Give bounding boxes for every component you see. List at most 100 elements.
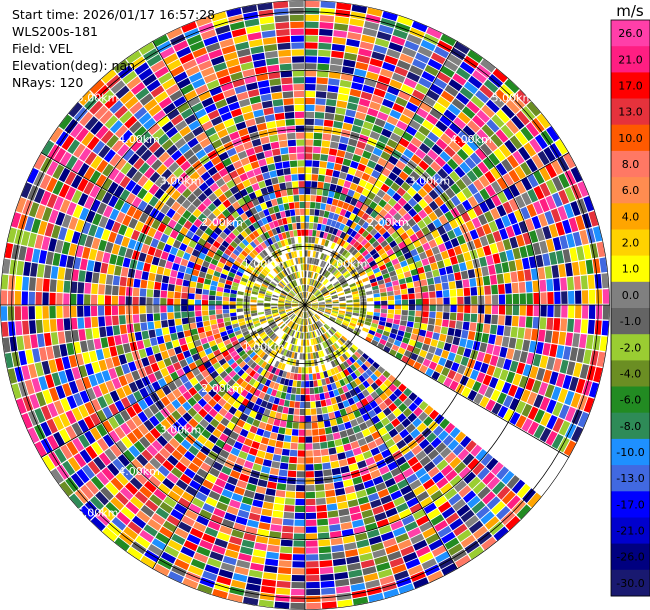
velocity-cell — [309, 295, 315, 301]
velocity-cell — [484, 171, 496, 184]
velocity-cell — [337, 275, 344, 281]
velocity-cell — [267, 237, 274, 245]
velocity-cell — [126, 166, 138, 179]
velocity-cell — [229, 154, 240, 163]
velocity-cell — [342, 535, 356, 544]
velocity-cell — [334, 438, 343, 447]
velocity-cell — [315, 491, 326, 498]
velocity-cell — [426, 484, 439, 496]
velocity-cell — [408, 305, 416, 311]
velocity-cell — [313, 146, 321, 154]
velocity-cell — [299, 422, 305, 429]
velocity-cell — [261, 385, 269, 393]
velocity-cell — [216, 501, 228, 512]
velocity-cell — [566, 361, 576, 376]
velocity-cell — [330, 57, 343, 66]
velocity-cell — [343, 233, 350, 241]
velocity-cell — [450, 237, 460, 248]
colorbar-tick-label: 6.0 — [622, 184, 640, 197]
velocity-cell — [167, 348, 176, 357]
velocity-cell — [493, 148, 506, 162]
velocity-cell — [285, 491, 296, 498]
velocity-cell — [70, 123, 84, 138]
velocity-cell — [364, 166, 374, 175]
velocity-cell — [339, 337, 346, 344]
velocity-cell — [305, 303, 311, 305]
velocity-cell — [409, 503, 423, 514]
velocity-cell — [423, 405, 434, 416]
velocity-cell — [279, 225, 285, 233]
velocity-cell — [119, 175, 131, 188]
velocity-cell — [126, 205, 137, 217]
velocity-cell — [447, 273, 455, 282]
velocity-cell — [482, 157, 495, 170]
velocity-cell — [344, 315, 352, 320]
velocity-cell — [280, 211, 286, 218]
velocity-cell — [346, 227, 354, 235]
velocity-cell — [37, 333, 45, 348]
velocity-cell — [319, 553, 332, 561]
velocity-cell — [431, 545, 447, 557]
velocity-cell — [282, 196, 289, 204]
velocity-cell — [49, 319, 57, 332]
velocity-cell — [382, 231, 391, 240]
velocity-cell — [105, 218, 115, 231]
velocity-cell — [289, 0, 304, 8]
velocity-cell — [34, 441, 47, 458]
velocity-cell — [170, 132, 183, 144]
velocity-cell — [169, 90, 183, 102]
velocity-cell — [532, 280, 540, 293]
velocity-cell — [310, 279, 314, 286]
velocity-cell — [479, 188, 490, 201]
velocity-cell — [282, 161, 290, 169]
velocity-cell — [423, 205, 433, 215]
velocity-cell — [174, 346, 182, 355]
velocity-cell — [485, 138, 498, 152]
velocity-cell — [451, 98, 465, 111]
velocity-cell — [162, 78, 176, 90]
velocity-cell — [427, 324, 435, 332]
velocity-cell — [222, 555, 237, 566]
velocity-cell — [252, 419, 261, 428]
velocity-cell — [539, 396, 551, 411]
velocity-cell — [231, 210, 240, 219]
velocity-cell — [432, 269, 440, 278]
velocity-cell — [305, 174, 312, 181]
velocity-cell — [292, 223, 297, 230]
velocity-cell — [310, 195, 316, 202]
velocity-cell — [316, 282, 321, 289]
velocity-cell — [382, 61, 396, 72]
velocity-cell — [341, 66, 355, 75]
velocity-cell — [256, 236, 264, 244]
velocity-cell — [342, 400, 350, 408]
velocity-cell — [426, 27, 442, 39]
velocity-cell — [416, 176, 427, 187]
velocity-cell — [15, 275, 23, 291]
velocity-cell — [466, 100, 480, 114]
velocity-cell — [562, 219, 572, 234]
velocity-cell — [248, 569, 263, 578]
velocity-cell — [141, 357, 150, 367]
velocity-cell — [448, 79, 463, 92]
velocity-cell — [59, 254, 68, 267]
velocity-cell — [387, 295, 395, 301]
velocity-cell — [188, 387, 198, 397]
velocity-cell — [326, 218, 333, 226]
velocity-cell — [199, 509, 212, 520]
velocity-cell — [501, 261, 510, 273]
velocity-cell — [444, 452, 457, 464]
velocity-cell — [27, 168, 39, 184]
velocity-cell — [184, 90, 198, 101]
velocity-cell — [181, 491, 195, 503]
velocity-cell — [254, 66, 268, 75]
velocity-cell — [188, 503, 202, 515]
velocity-cell — [481, 266, 489, 277]
velocity-cell — [308, 373, 313, 381]
velocity-cell — [398, 325, 406, 332]
velocity-cell — [58, 227, 68, 241]
velocity-cell — [301, 311, 304, 318]
velocity-cell — [234, 486, 245, 496]
velocity-cell — [515, 400, 526, 414]
velocity-cell — [433, 276, 441, 284]
velocity-cell — [542, 343, 551, 356]
